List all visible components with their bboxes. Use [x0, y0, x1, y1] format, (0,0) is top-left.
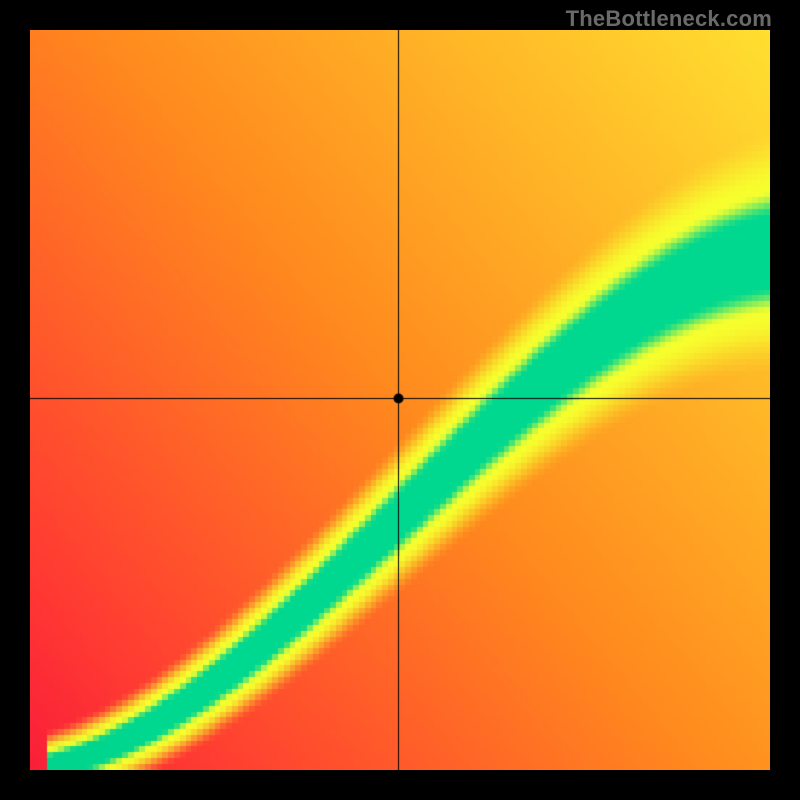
chart-container: TheBottleneck.com — [0, 0, 800, 800]
watermark-label: TheBottleneck.com — [566, 6, 772, 32]
bottleneck-heatmap — [30, 30, 770, 770]
